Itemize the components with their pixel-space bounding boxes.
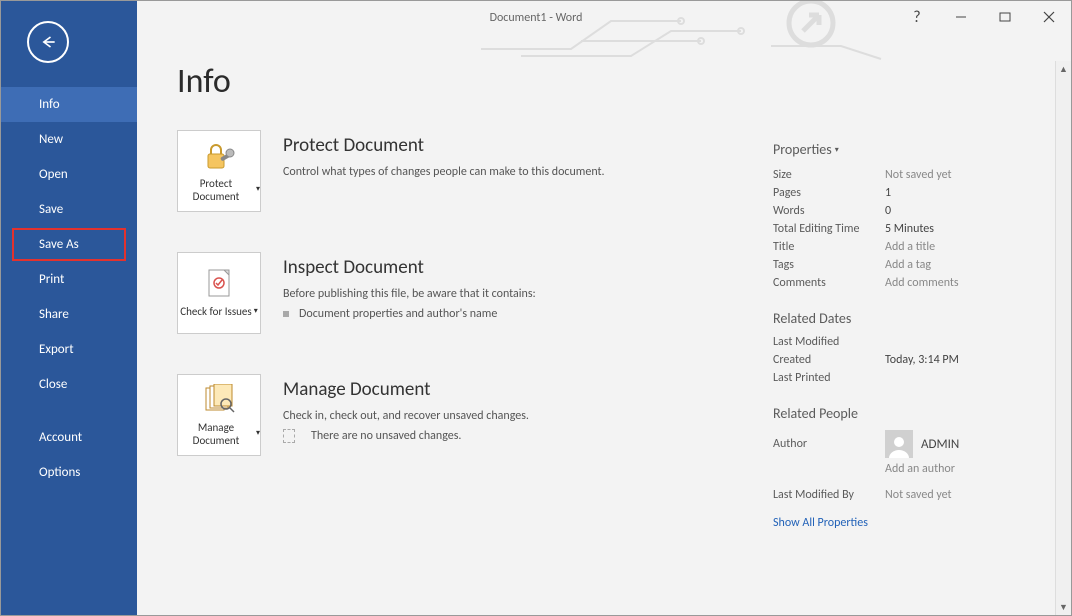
- sidebar-item-open[interactable]: Open: [1, 157, 137, 192]
- related-people-header: Related People: [773, 405, 1049, 422]
- sidebar-item-print[interactable]: Print: [1, 262, 137, 297]
- body: Info New Open Save Save As Print Share E…: [1, 61, 1071, 615]
- prop-created-value: Today, 3:14 PM: [885, 353, 959, 367]
- prop-author-label: Author: [773, 437, 885, 451]
- author-avatar-icon: [885, 430, 913, 458]
- sidebar-item-close[interactable]: Close: [1, 367, 137, 402]
- protect-document-desc: Control what types of changes people can…: [283, 163, 605, 181]
- inspect-bullet-text: Document properties and author's name: [299, 307, 497, 321]
- window-title: Document1 - Word: [490, 11, 583, 25]
- protect-document-title: Protect Document: [283, 134, 605, 157]
- protect-document-tile-label: Protect Document▾: [178, 177, 260, 203]
- properties-panel: Properties▾ SizeNot saved yet Pages1 Wor…: [773, 61, 1049, 615]
- prop-editing-time-value: 5 Minutes: [885, 222, 934, 236]
- protect-document-tile[interactable]: Protect Document▾: [177, 130, 261, 212]
- scroll-up-arrow-icon[interactable]: ▲: [1056, 61, 1071, 77]
- sidebar-item-info[interactable]: Info: [1, 87, 137, 122]
- inspect-document-title: Inspect Document: [283, 256, 536, 279]
- manage-note-text: There are no unsaved changes.: [311, 429, 461, 443]
- page-title: Info: [177, 61, 753, 102]
- prop-comments-label: Comments: [773, 276, 885, 290]
- scroll-down-arrow-icon[interactable]: ▼: [1056, 599, 1071, 615]
- maximize-button[interactable]: [983, 1, 1027, 33]
- prop-size-value: Not saved yet: [885, 168, 952, 182]
- prop-last-modified-by-value: Not saved yet: [885, 488, 952, 502]
- backstage-sidebar: Info New Open Save Save As Print Share E…: [1, 61, 137, 615]
- help-button[interactable]: ?: [895, 1, 939, 33]
- sidebar-item-new[interactable]: New: [1, 122, 137, 157]
- prop-pages-value: 1: [885, 186, 891, 200]
- properties-header[interactable]: Properties▾: [773, 141, 1049, 158]
- prop-last-printed-label: Last Printed: [773, 371, 885, 385]
- sidebar-item-account[interactable]: Account: [1, 420, 137, 455]
- sidebar-item-save[interactable]: Save: [1, 192, 137, 227]
- prop-editing-time-label: Total Editing Time: [773, 222, 885, 236]
- protect-document-icon: [202, 139, 236, 173]
- inspect-document-section: Check for Issues▾ Inspect Document Befor…: [177, 252, 753, 334]
- prop-comments-value[interactable]: Add comments: [885, 276, 959, 290]
- manage-document-icon: [202, 383, 236, 417]
- vertical-scrollbar[interactable]: ▲ ▼: [1055, 61, 1071, 615]
- manage-document-tile[interactable]: Manage Document▾: [177, 374, 261, 456]
- prop-created-label: Created: [773, 353, 885, 367]
- prop-last-modified-by-label: Last Modified By: [773, 488, 885, 502]
- check-for-issues-tile[interactable]: Check for Issues▾: [177, 252, 261, 334]
- back-button[interactable]: [27, 21, 69, 63]
- prop-pages-label: Pages: [773, 186, 885, 200]
- manage-document-section: Manage Document▾ Manage Document Check i…: [177, 374, 753, 456]
- info-left-column: Info Protect Document▾: [177, 61, 773, 615]
- prop-tags-value[interactable]: Add a tag: [885, 258, 931, 272]
- prop-last-modified-label: Last Modified: [773, 335, 885, 349]
- bullet-icon: [283, 311, 289, 317]
- sidebar-item-save-as[interactable]: Save As: [11, 227, 127, 262]
- backstage-window: Document1 - Word ? Info New Open Save Sa…: [0, 0, 1072, 616]
- prop-tags-label: Tags: [773, 258, 885, 272]
- add-author-link[interactable]: Add an author: [885, 462, 955, 476]
- related-dates-header: Related Dates: [773, 310, 1049, 327]
- prop-title-value[interactable]: Add a title: [885, 240, 935, 254]
- prop-words-label: Words: [773, 204, 885, 218]
- prop-words-value: 0: [885, 204, 891, 218]
- close-button[interactable]: [1027, 1, 1071, 33]
- sidebar-item-export[interactable]: Export: [1, 332, 137, 367]
- blank-doc-icon: [283, 429, 295, 443]
- main-content: Info Protect Document▾: [137, 61, 1071, 615]
- minimize-button[interactable]: [939, 1, 983, 33]
- manage-note-row: There are no unsaved changes.: [283, 429, 529, 443]
- manage-document-desc: Check in, check out, and recover unsaved…: [283, 407, 529, 425]
- manage-document-tile-label: Manage Document▾: [178, 421, 260, 447]
- check-for-issues-tile-label: Check for Issues▾: [180, 305, 257, 318]
- sidebar-item-options[interactable]: Options: [1, 455, 137, 490]
- window-controls: ?: [895, 1, 1071, 33]
- check-for-issues-icon: [204, 267, 234, 301]
- manage-document-title: Manage Document: [283, 378, 529, 401]
- protect-document-section: Protect Document▾ Protect Document Contr…: [177, 130, 753, 212]
- prop-author-name: ADMIN: [921, 437, 959, 452]
- show-all-properties-link[interactable]: Show All Properties: [773, 516, 868, 530]
- inspect-document-desc: Before publishing this file, be aware th…: [283, 285, 536, 303]
- prop-size-label: Size: [773, 168, 885, 182]
- sidebar-item-share[interactable]: Share: [1, 297, 137, 332]
- inspect-bullet-row: Document properties and author's name: [283, 307, 536, 321]
- prop-title-label: Title: [773, 240, 885, 254]
- titlebar: Document1 - Word ?: [1, 1, 1071, 61]
